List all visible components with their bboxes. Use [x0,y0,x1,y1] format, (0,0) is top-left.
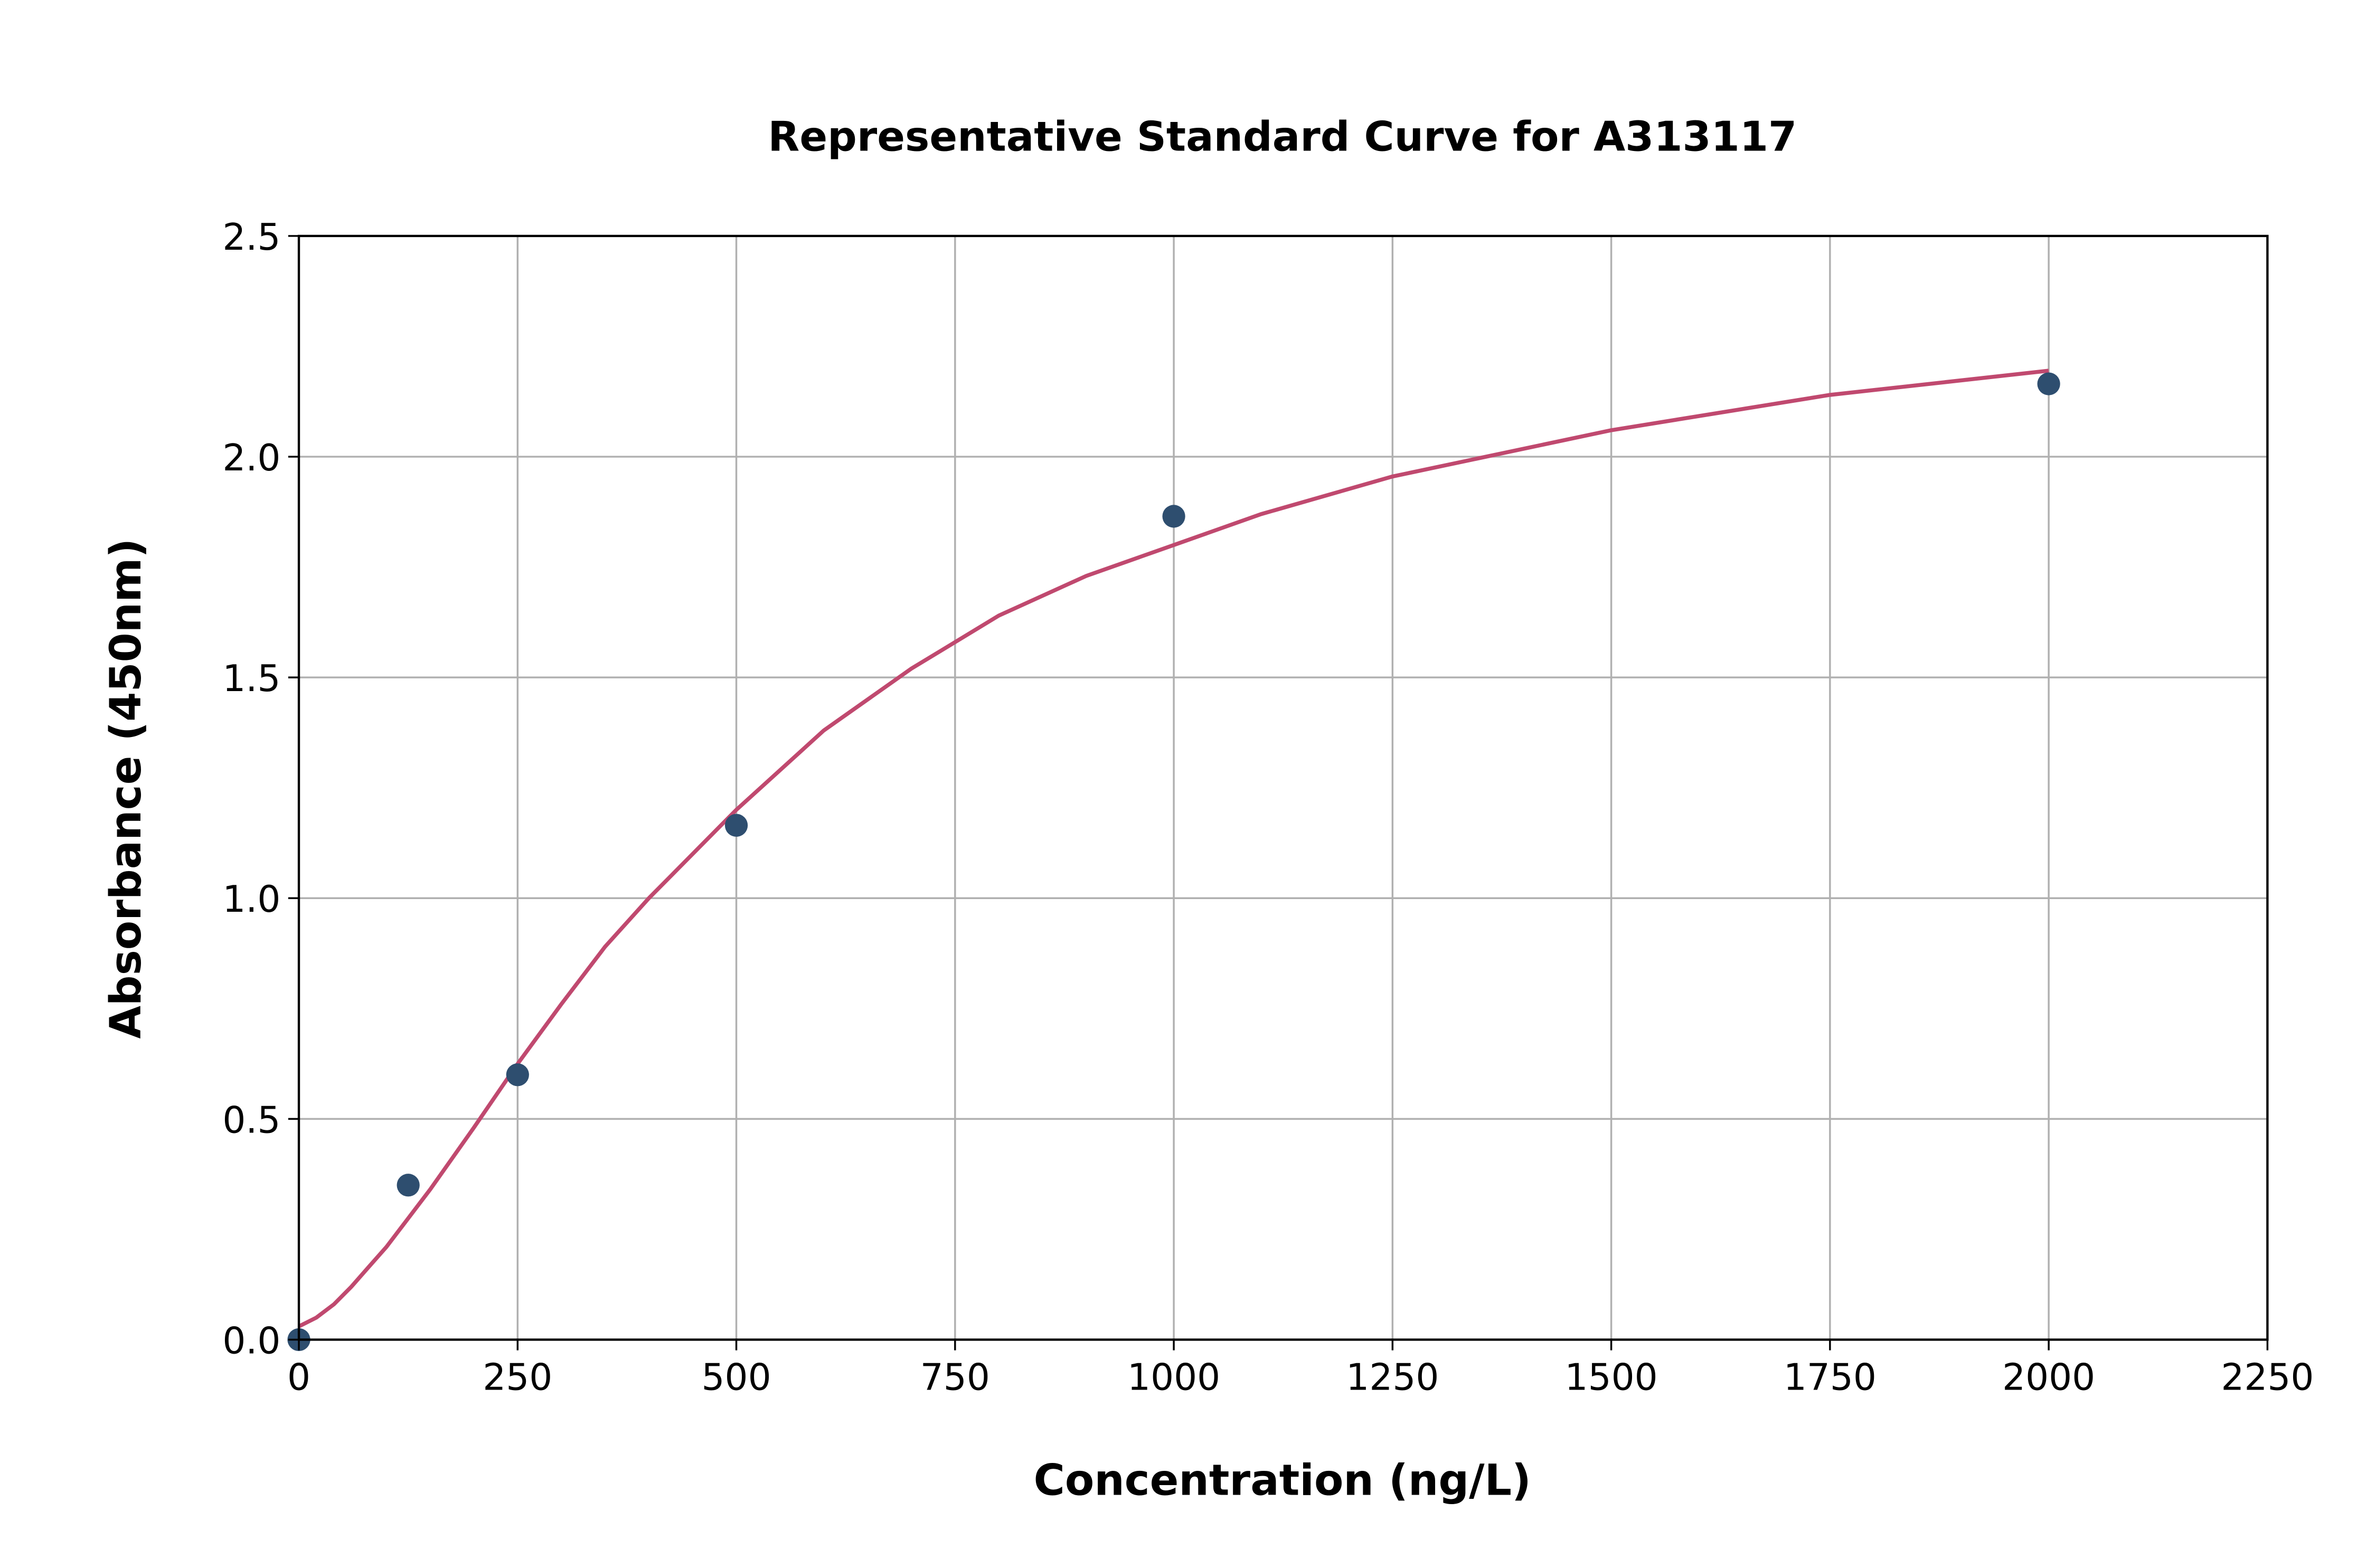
y-tick-label: 2.5 [222,216,280,259]
y-tick-label: 0.0 [222,1320,280,1362]
plot-frame [297,234,2269,1341]
x-tick-label: 2250 [2221,1357,2314,1399]
y-axis-label: Absorbance (450nm) [101,539,151,1039]
x-axis-label: Concentration (ng/L) [1034,1456,1531,1506]
y-axis-ticks: 0.0 0.5 1.0 1.5 2.0 2.5 [222,216,299,1362]
data-point [1162,505,1185,528]
data-point [724,814,748,837]
x-tick-label: 500 [702,1357,771,1399]
x-tick-label: 750 [920,1357,990,1399]
y-tick-label: 1.5 [222,658,280,700]
y-tick-label: 1.0 [222,879,280,921]
x-tick-label: 1750 [1784,1357,1877,1399]
chart-title: Representative Standard Curve for A31311… [768,113,1797,160]
fit-curve-group [298,369,2049,1328]
data-point [397,1174,420,1197]
x-tick-label: 1000 [1127,1357,1220,1399]
data-point [506,1063,529,1087]
x-tick-label: 1250 [1346,1357,1439,1399]
x-tick-label: 2000 [2002,1357,2095,1399]
y-tick-label: 0.5 [222,1099,280,1141]
x-axis-ticks: 0 250 500 750 1000 1250 1500 1750 2000 2250 [287,1339,2314,1399]
x-tick-label: 250 [483,1357,552,1399]
fit-curve-line [298,369,2049,1328]
y-tick-label: 2.0 [222,437,280,479]
x-tick-label: 0 [287,1357,310,1399]
data-point [2037,372,2060,395]
x-tick-label: 1500 [1565,1357,1658,1399]
